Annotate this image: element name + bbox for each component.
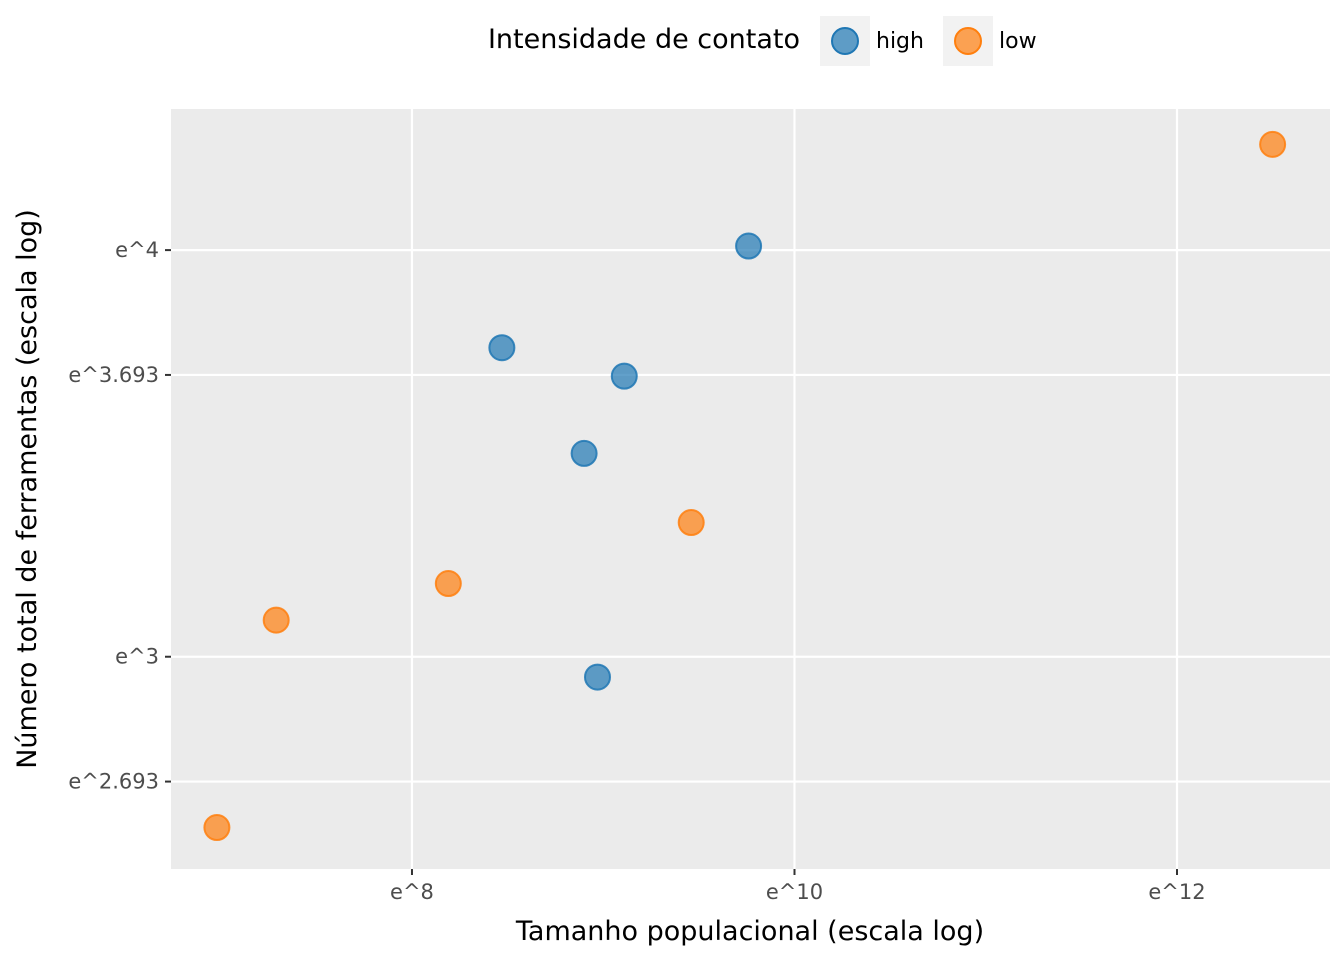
legend: Intensidade de contato high low (488, 16, 1037, 66)
legend-key-low (954, 27, 982, 55)
x-axis-ticks: e^8 e^10 e^12 (390, 869, 1206, 904)
point-high-0 (488, 334, 516, 362)
x-tick-label-2: e^12 (1148, 880, 1205, 904)
point-low-4 (1259, 130, 1287, 158)
legend-title: Intensidade de contato (488, 24, 800, 55)
y-tick-label-3: e^4 (115, 238, 159, 262)
x-tick-label-1: e^10 (766, 880, 823, 904)
legend-label-high: high (876, 29, 924, 54)
y-axis-ticks: e^2.693 e^3 e^3.693 e^4 (68, 238, 171, 794)
point-high-1 (570, 439, 598, 467)
point-low-1 (262, 606, 290, 634)
point-low-0 (203, 814, 231, 842)
point-high-3 (735, 232, 763, 260)
data-points (203, 130, 1287, 842)
y-tick-label-2: e^3.693 (68, 363, 159, 387)
x-tick-label-0: e^8 (390, 880, 434, 904)
panel-background (171, 109, 1330, 869)
point-high-4 (583, 663, 611, 691)
y-tick-label-0: e^2.693 (68, 770, 159, 794)
y-axis-title: Número total de ferramentas (escala log) (12, 209, 43, 769)
x-axis-title: Tamanho populacional (escala log) (515, 916, 984, 947)
legend-label-low: low (999, 29, 1037, 54)
y-tick-label-1: e^3 (115, 645, 159, 669)
point-low-3 (677, 509, 705, 537)
legend-key-high (831, 27, 859, 55)
point-high-2 (610, 362, 638, 390)
point-low-2 (434, 570, 462, 598)
